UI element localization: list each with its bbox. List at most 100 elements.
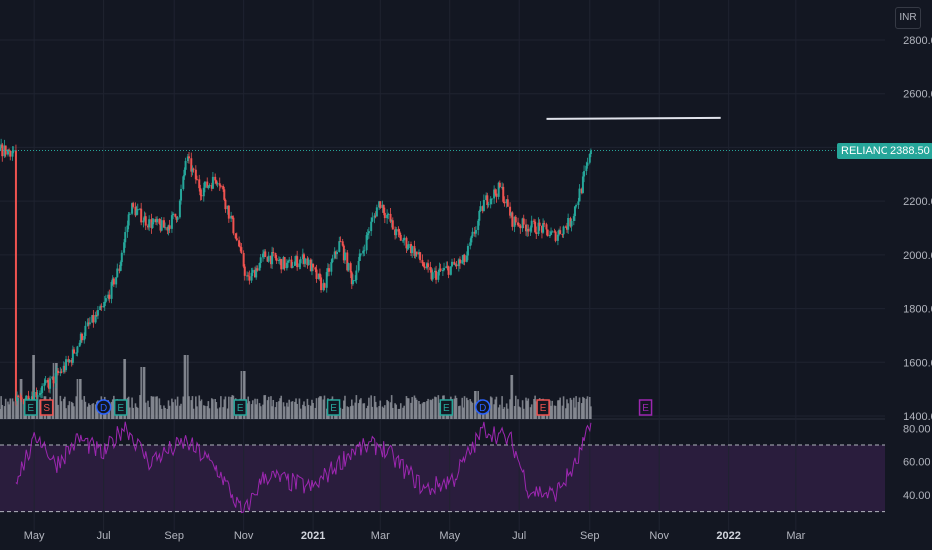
volume-bar xyxy=(517,399,519,419)
candle-body xyxy=(431,272,434,280)
candle-body xyxy=(371,217,374,222)
candle-body xyxy=(578,188,581,202)
volume-bar xyxy=(195,396,197,419)
volume-bar xyxy=(275,402,278,419)
candle-body xyxy=(152,219,155,223)
candle-body xyxy=(68,359,71,362)
volume-bar xyxy=(570,399,573,419)
candle-body xyxy=(529,227,532,232)
volume-bar xyxy=(17,397,20,419)
volume-bar xyxy=(295,398,297,419)
volume-bar xyxy=(405,396,408,419)
volume-bar xyxy=(386,399,388,419)
volume-bar xyxy=(176,396,179,419)
volume-bar xyxy=(179,405,181,419)
candle-body xyxy=(342,245,345,261)
candle-body xyxy=(545,224,548,230)
candle-body xyxy=(242,252,245,267)
volume-bar xyxy=(92,403,95,419)
volume-bar xyxy=(534,395,536,419)
candle-body xyxy=(493,189,496,199)
volume-bar xyxy=(128,407,131,419)
currency-label[interactable]: INR xyxy=(895,7,921,29)
price-tick-label: 2200.00 xyxy=(903,196,932,208)
event-marker-earnings[interactable]: E xyxy=(113,399,128,416)
candle-body xyxy=(112,278,115,285)
volume-bar xyxy=(88,403,90,419)
candle-body xyxy=(558,230,561,235)
volume-bar xyxy=(526,400,528,419)
candle-body xyxy=(0,144,3,148)
candle-body xyxy=(411,246,414,254)
volume-bar xyxy=(182,396,185,419)
candle-body xyxy=(266,256,269,262)
volume-bar xyxy=(553,405,556,419)
candle-body xyxy=(174,213,177,217)
candle-body xyxy=(333,251,336,259)
time-tick-label: May xyxy=(24,530,45,542)
candle-body xyxy=(505,199,508,204)
volume-bar xyxy=(466,397,468,419)
event-marker-earnings[interactable]: E xyxy=(23,399,38,416)
volume-bar xyxy=(212,399,214,419)
event-marker-split[interactable]: S xyxy=(39,399,54,416)
candle-body xyxy=(559,230,562,234)
candle-body xyxy=(91,315,94,323)
volume-bar xyxy=(274,407,277,419)
volume-bar xyxy=(463,396,466,419)
volume-bar xyxy=(471,402,474,419)
candle-body xyxy=(479,206,482,211)
candle-body xyxy=(391,220,394,230)
time-tick-label: 2022 xyxy=(716,530,740,542)
volume-bar xyxy=(365,408,368,419)
event-marker-earnings[interactable]: E xyxy=(326,399,341,416)
volume-bar xyxy=(395,404,398,419)
event-marker-earnings[interactable]: E xyxy=(233,399,247,416)
time-tick-label: Mar xyxy=(786,530,805,542)
candle-body xyxy=(334,251,337,255)
candle-body xyxy=(441,270,444,272)
candle-body xyxy=(550,231,553,235)
volume-bar xyxy=(32,355,34,419)
volume-bar xyxy=(168,405,171,419)
volume-bar xyxy=(296,403,298,419)
volume-bar xyxy=(438,402,441,419)
candle-body xyxy=(203,181,206,188)
volume-bar xyxy=(184,355,187,419)
volume-bar xyxy=(462,407,465,419)
candle-body xyxy=(402,240,405,242)
candle-body xyxy=(22,399,25,405)
volume-bar xyxy=(588,396,591,419)
candle-body xyxy=(1,144,4,157)
candle-body xyxy=(358,253,361,261)
volume-bar xyxy=(200,399,203,419)
candle-body xyxy=(59,371,62,374)
volume-bar xyxy=(569,397,572,419)
volume-bar xyxy=(311,399,313,419)
event-marker-earnings[interactable]: E xyxy=(439,399,454,416)
volume-bar xyxy=(167,400,170,419)
candle-body xyxy=(522,218,525,225)
volume-bar xyxy=(583,397,585,419)
candle-body xyxy=(446,266,449,268)
volume-bar xyxy=(320,396,322,419)
event-marker-dividend[interactable]: D xyxy=(474,399,491,415)
volume-bar xyxy=(152,396,155,419)
candle-body xyxy=(215,180,218,184)
candle-body xyxy=(473,231,476,234)
volume-bar xyxy=(315,398,318,419)
volume-bar xyxy=(188,396,190,419)
event-marker-label: E xyxy=(330,403,337,414)
volume-bar xyxy=(54,363,57,419)
event-marker-earnings-down[interactable]: E xyxy=(536,399,550,416)
candle-body xyxy=(218,183,221,186)
candle-body xyxy=(581,176,584,193)
candle-body xyxy=(208,185,211,187)
event-marker-earnings-future[interactable]: E xyxy=(638,399,653,416)
volume-bar xyxy=(430,400,433,419)
volume-bar xyxy=(387,401,390,419)
volume-bar xyxy=(454,395,457,419)
volume-bar xyxy=(573,397,575,419)
event-marker-dividend[interactable]: D xyxy=(95,399,112,415)
